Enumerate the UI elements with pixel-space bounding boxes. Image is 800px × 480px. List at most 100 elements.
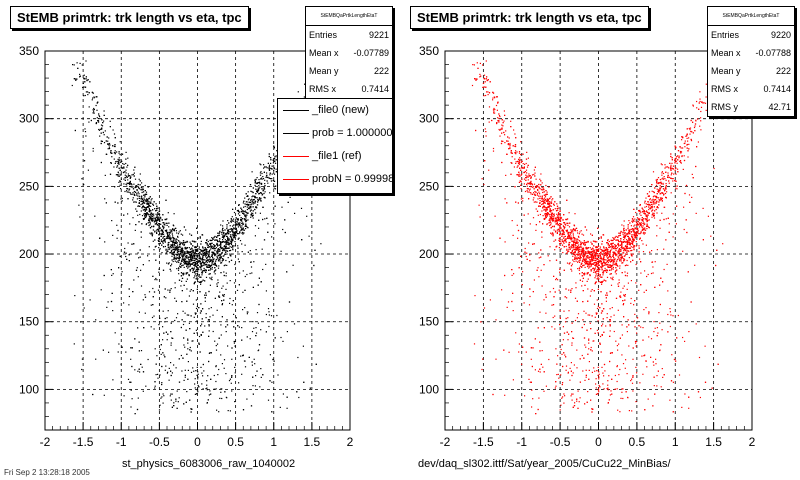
right-point <box>567 371 569 373</box>
left-point <box>178 273 180 275</box>
left-point <box>160 344 162 346</box>
left-point <box>140 187 143 189</box>
left-point <box>163 223 165 225</box>
left-point <box>189 270 191 272</box>
left-point <box>202 375 204 377</box>
left-point <box>232 235 234 237</box>
left-point <box>130 358 132 360</box>
left-point <box>271 178 273 180</box>
left-point <box>196 249 198 251</box>
left-point <box>249 250 251 252</box>
right-point <box>653 195 655 197</box>
left-point <box>182 274 184 276</box>
left-point <box>121 200 123 202</box>
right-point <box>609 394 611 396</box>
left-point <box>255 188 257 190</box>
right-point <box>539 371 541 373</box>
right-point <box>626 288 628 290</box>
left-point <box>188 251 190 253</box>
right-point <box>684 146 686 148</box>
left-point <box>134 201 136 203</box>
left-point <box>209 316 211 318</box>
left-point <box>128 182 130 184</box>
left-point <box>199 237 201 239</box>
left-point <box>164 238 167 240</box>
left-point <box>186 300 188 302</box>
left-point <box>196 270 198 272</box>
left-point <box>223 265 225 267</box>
left-point <box>233 231 235 233</box>
left-point <box>217 267 220 269</box>
left-point <box>258 349 260 351</box>
left-point <box>192 249 195 251</box>
left-point <box>163 240 165 242</box>
left-point <box>99 128 101 130</box>
left-point <box>87 94 89 96</box>
left-point <box>247 191 249 193</box>
left-point <box>139 213 141 216</box>
left-point <box>173 405 175 407</box>
left-point <box>202 249 204 251</box>
right-point <box>659 322 661 324</box>
left-point <box>194 252 196 254</box>
left-point <box>92 109 94 111</box>
left-point <box>177 233 180 235</box>
left-point <box>249 338 251 340</box>
left-point <box>248 205 250 207</box>
left-point <box>179 250 181 252</box>
right-point <box>583 274 585 276</box>
left-point <box>180 262 182 264</box>
right-point <box>642 208 644 210</box>
left-point <box>228 244 230 246</box>
left-point <box>229 297 231 300</box>
right-point <box>644 206 646 208</box>
left-point <box>271 165 273 167</box>
left-point <box>214 245 216 247</box>
left-point <box>189 256 191 258</box>
left-point <box>218 296 221 298</box>
left-point <box>143 327 145 329</box>
left-point <box>241 232 243 234</box>
right-point <box>703 102 705 104</box>
right-point <box>495 104 498 107</box>
left-point <box>168 379 170 381</box>
left-point <box>259 174 262 176</box>
left-point <box>138 350 140 352</box>
left-point <box>140 285 143 287</box>
right-point <box>683 228 685 231</box>
left-point <box>222 227 224 229</box>
left-point <box>258 197 261 199</box>
left-point <box>146 203 148 205</box>
left-point <box>248 207 250 209</box>
left-point <box>182 357 184 359</box>
right-point <box>612 245 614 247</box>
left-point <box>148 291 151 293</box>
right-point <box>601 281 603 283</box>
left-point <box>297 91 299 93</box>
left-point <box>230 220 232 222</box>
left-point <box>268 311 270 313</box>
left-point <box>127 157 129 159</box>
left-point <box>235 223 237 226</box>
left-point <box>178 240 180 242</box>
left-point <box>260 171 262 173</box>
left-point <box>248 356 250 358</box>
left-point <box>183 266 185 268</box>
left-point <box>257 187 259 189</box>
left-point <box>212 238 214 240</box>
right-ytick-label-3: 250 <box>419 179 439 193</box>
left-point <box>252 393 254 395</box>
left-point <box>158 223 160 225</box>
left-point <box>162 222 164 224</box>
left-point <box>173 229 175 231</box>
left-point <box>200 264 202 267</box>
left-point <box>258 277 260 279</box>
left-point <box>257 201 259 203</box>
left-point <box>253 358 255 360</box>
left-point <box>220 254 222 256</box>
left-point <box>245 193 247 195</box>
left-point <box>163 222 165 224</box>
right-point <box>678 155 680 157</box>
left-point <box>220 257 222 259</box>
left-point <box>172 241 174 243</box>
